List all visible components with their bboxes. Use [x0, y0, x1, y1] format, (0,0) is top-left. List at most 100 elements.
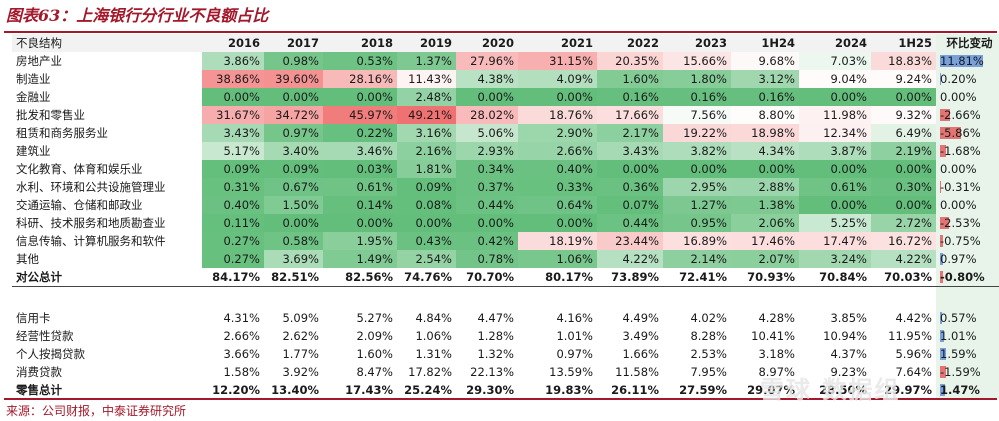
positive-change-bar: [940, 253, 944, 265]
value-cell: 0.00%: [202, 88, 264, 106]
value-cell: 2.19%: [871, 142, 936, 160]
value-cell: 1.27%: [663, 196, 731, 214]
value-cell: 0.00%: [456, 88, 518, 106]
value-cell: 1.32%: [477, 347, 514, 361]
value-cell: 2.17%: [597, 124, 663, 142]
table-row: 零售总计 12.20% 13.40% 17.43% 25.24% 29.30% 19.83%…: [12, 381, 999, 399]
value-cell: 31.67%: [202, 106, 264, 124]
value-cell: 9.23%: [830, 365, 867, 379]
change-cell: -0.31%: [936, 178, 999, 196]
value-cell: 26.11%: [611, 383, 659, 397]
value-cell: 27.59%: [679, 383, 727, 397]
value-cell: 12.20%: [212, 383, 260, 397]
value-cell: 0.43%: [397, 232, 456, 250]
value-cell: 11.98%: [799, 106, 871, 124]
value-cell: 4.02%: [690, 311, 727, 325]
value-cell: 2.93%: [456, 142, 518, 160]
row-label: 对公总计: [12, 268, 202, 287]
table-row: 个人按揭贷款 3.66% 1.77% 1.60% 1.31% 1.32% 0.97% 1.66…: [12, 345, 999, 363]
value-cell: 1.06%: [415, 329, 452, 343]
value-cell: 0.14%: [323, 196, 397, 214]
value-cell: 28.16%: [323, 70, 397, 88]
gap-cell: [799, 287, 871, 310]
header-period: 2023: [663, 34, 731, 52]
value-cell: 17.46%: [731, 232, 799, 250]
value-cell: 16.89%: [663, 232, 731, 250]
value-cell: 3.82%: [663, 142, 731, 160]
value-cell: 8.97%: [758, 365, 795, 379]
value-cell: 0.00%: [264, 214, 323, 232]
value-cell: 4.34%: [731, 142, 799, 160]
table-row: 经营性贷款 2.66% 2.62% 2.09% 1.06% 1.28% 1.01% 3.49%…: [12, 327, 999, 345]
value-cell: 23.44%: [597, 232, 663, 250]
value-cell: 10.41%: [751, 329, 795, 343]
value-cell: 1.49%: [323, 250, 397, 268]
value-cell: 1.31%: [415, 347, 452, 361]
table-row: 房地产业 3.86% 0.98% 0.53% 1.37% 27.96% 31.15% 20.3…: [12, 52, 999, 70]
value-cell: 0.97%: [556, 347, 593, 361]
value-cell: 29.97%: [884, 383, 932, 397]
gap-cell: [597, 287, 663, 310]
header-period: 2021: [518, 34, 597, 52]
value-cell: 0.98%: [264, 52, 323, 70]
change-value: -0.80%: [940, 270, 985, 284]
table-row: 批发和零售业 31.67% 34.72% 45.97% 49.21% 28.02% 18.7…: [12, 106, 999, 124]
value-cell: 2.54%: [397, 250, 456, 268]
value-cell: 3.86%: [202, 52, 264, 70]
table-row: 交通运输、仓储和邮政业 0.40% 1.50% 0.14% 0.08% 0.44% 0.64…: [12, 196, 999, 214]
value-cell: 17.43%: [345, 383, 393, 397]
section-gap: [12, 286, 999, 310]
change-value: 0.00%: [940, 90, 977, 104]
title-divider: [4, 31, 997, 33]
value-cell: 1.28%: [477, 329, 514, 343]
value-cell: 2.48%: [397, 88, 456, 106]
source-note: 来源：公司财报，中泰证券研究所: [6, 404, 187, 418]
row-label: 文化教育、体育和娱乐业: [16, 162, 143, 176]
value-cell: 0.00%: [518, 88, 597, 106]
value-cell: 2.62%: [282, 329, 319, 343]
value-cell: 0.42%: [456, 232, 518, 250]
change-value: 1.59%: [940, 347, 977, 361]
npl-structure-table: 不良结构 2016 2017 2018 2019 2020 2021 2022 2023 1H24…: [12, 34, 999, 399]
value-cell: 5.06%: [456, 124, 518, 142]
value-cell: 18.19%: [518, 232, 597, 250]
value-cell: 5.96%: [895, 347, 932, 361]
gap-cell: [323, 287, 397, 310]
change-cell: 11.81%: [936, 52, 999, 70]
change-cell: -2.66%: [936, 106, 999, 124]
value-cell: 70.93%: [731, 268, 799, 287]
value-cell: 3.43%: [202, 124, 264, 142]
value-cell: 45.97%: [323, 106, 397, 124]
value-cell: 0.00%: [731, 160, 799, 178]
gap-cell: [456, 287, 518, 310]
value-cell: 1.60%: [356, 347, 393, 361]
negative-change-bar: [940, 127, 962, 139]
value-cell: 49.21%: [397, 106, 456, 124]
value-cell: 15.66%: [663, 52, 731, 70]
value-cell: 82.56%: [323, 268, 397, 287]
value-cell: 4.49%: [622, 311, 659, 325]
value-cell: 84.17%: [202, 268, 264, 287]
change-cell: 0.00%: [936, 196, 999, 214]
value-cell: 9.68%: [731, 52, 799, 70]
table-row: 对公总计 84.17% 82.51% 82.56% 74.76% 70.70% 80.17%…: [12, 268, 999, 287]
value-cell: 2.09%: [356, 329, 393, 343]
row-label: 租赁和商务服务业: [16, 126, 108, 140]
value-cell: 0.00%: [323, 88, 397, 106]
header-change: 环比变动: [936, 34, 999, 52]
value-cell: 7.03%: [799, 52, 871, 70]
value-cell: 0.16%: [597, 88, 663, 106]
gap-cell: [731, 287, 799, 310]
positive-change-bar: [940, 312, 943, 324]
table-row: 消费贷款 1.58% 3.92% 8.47% 17.82% 22.13% 13.59% 11.…: [12, 363, 999, 381]
value-cell: 0.27%: [202, 250, 264, 268]
value-cell: 5.25%: [799, 214, 871, 232]
value-cell: 3.46%: [323, 142, 397, 160]
value-cell: 2.14%: [663, 250, 731, 268]
value-cell: 0.37%: [456, 178, 518, 196]
change-cell: -1.68%: [936, 142, 999, 160]
row-label: 金融业: [16, 90, 51, 104]
value-cell: 0.00%: [264, 88, 323, 106]
value-cell: 0.95%: [663, 214, 731, 232]
gap-cell: [397, 287, 456, 310]
